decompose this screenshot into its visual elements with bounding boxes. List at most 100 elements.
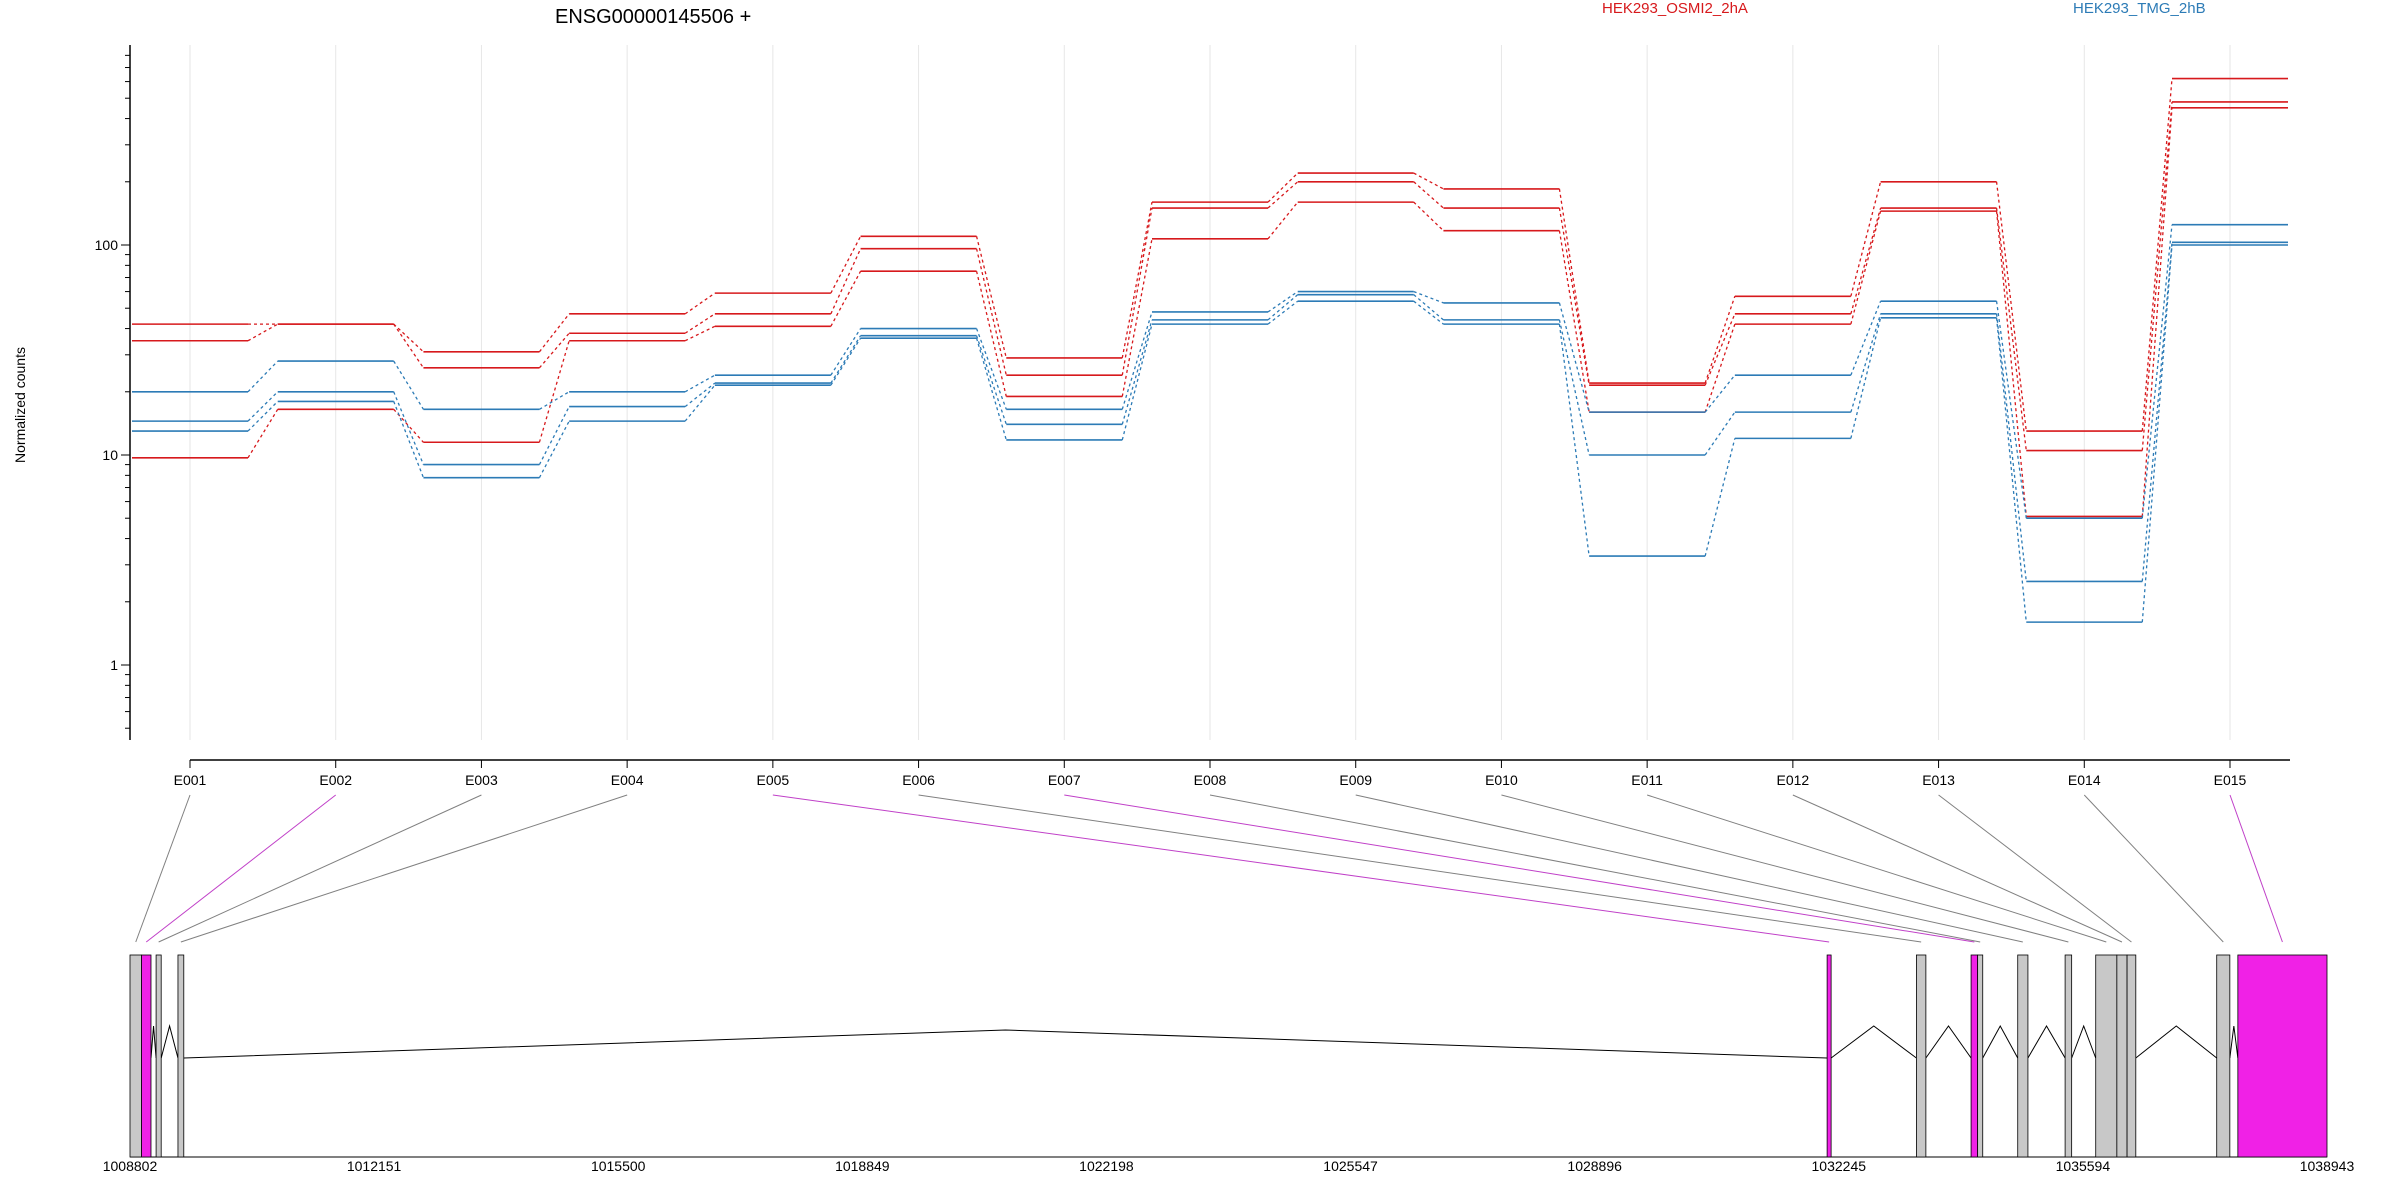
transition-segment [1704,313,1736,386]
transition-segment [975,328,1007,410]
x-tick-label: E012 [1777,772,1810,788]
coordinate-label: 1022198 [1079,1158,1134,1174]
transition-segment [1267,294,1299,321]
y-tick-label: 10 [102,447,118,463]
transition-segment [393,391,425,465]
transition-segment [1267,172,1299,203]
transition-segment [1995,211,2027,517]
transition-segment [2141,101,2173,451]
transition-segment [1121,238,1153,397]
coordinate-label: 1032245 [1812,1158,1867,1174]
transition-segment [1704,411,1736,456]
transition-segment [1704,438,1736,557]
exon-connector [1646,794,2107,943]
transition-segment [247,360,279,393]
transition-segment [1558,319,1590,456]
transition-segment [1121,319,1153,425]
transition-segment [830,328,862,376]
transition-segment [1121,311,1153,410]
y-tick-label: 100 [95,237,119,253]
intron-line [2027,1025,2066,1059]
transition-segment [538,420,570,478]
exon-connector [135,794,191,943]
transition-segment [1121,202,1153,359]
exon-block [2116,954,2128,1158]
exon-connector [1501,794,2069,943]
series-line [132,244,2288,623]
exon-connectors [135,794,2283,943]
intron-line [1982,1024,2019,1059]
exon-connector [145,794,337,943]
x-tick-label: E006 [902,772,935,788]
exon-block [1977,954,1984,1158]
transition-segment [1267,201,1299,240]
exon-connector [1209,794,1981,943]
transition-segment [393,323,424,369]
transition-segment [538,406,570,465]
transition-segment [1995,301,2027,519]
x-tick-label: E003 [465,772,498,788]
intron-line [1925,1025,1972,1059]
series-line [132,223,2288,520]
transition-segment [2141,242,2173,582]
transition-segment [1558,188,1590,384]
chart-title: ENSG00000145506 + [555,6,751,28]
transition-segment [1267,300,1299,325]
transition-segment [1413,181,1444,209]
exon-block [2095,954,2118,1158]
coordinate-label: 1038943 [2300,1158,2355,1174]
transition-segment [393,323,424,353]
transition-segment [393,360,424,410]
x-tick-label: E001 [174,772,207,788]
transition-segment [538,332,570,369]
intron-line [150,1025,157,1059]
exon-connector [1064,794,1975,943]
transition-segment [1413,294,1444,321]
transition-segment [975,337,1007,441]
transition-segment [1558,302,1590,413]
series-lines [132,77,2288,623]
transition-segment [830,335,862,384]
x-tick-label: E007 [1048,772,1081,788]
transition-segment [2141,107,2173,517]
x-tick-label: E014 [2068,772,2101,788]
transition-segment [393,401,425,478]
intron-line [2071,1024,2097,1059]
exon-block [1916,954,1927,1158]
transition-segment [538,313,570,353]
transition-segment [1267,181,1299,209]
exon-block [155,954,162,1158]
exon-block [177,954,185,1158]
coordinate-label: 1012151 [347,1158,402,1174]
transition-segment [1850,300,1882,376]
transition-segment [1267,291,1299,313]
x-tick-label: E008 [1194,772,1227,788]
transition-segment [1121,207,1153,376]
transition-segment [684,384,716,422]
y-tick-label: 1 [110,657,118,673]
exon-connector [180,794,628,943]
transition-segment [830,337,862,386]
transition-segment [1995,313,2027,582]
x-tick-label: E002 [319,772,352,788]
transition-segment [975,271,1007,397]
exon-block [1826,954,1832,1158]
transition-segment [2141,244,2173,623]
intron-line [2229,1025,2239,1059]
exon-connector [2229,794,2283,943]
transition-segment [684,313,716,334]
axes: 1 10 100 E001 E002 E003 E004 E005 E006 E007 E008 E0… [95,45,2290,788]
transition-segment [830,270,862,327]
exon-block [2064,954,2073,1158]
exon-block [2126,954,2137,1158]
transition-segment [684,374,716,393]
transition-segment [975,248,1007,376]
transition-segment [1413,300,1444,325]
transition-segment [1995,317,2027,623]
transition-segment [538,340,570,443]
exon-block [2216,954,2231,1158]
x-tick-label: E011 [1631,772,1663,788]
transition-segment [1850,313,1882,413]
transition-segment [2141,78,2173,432]
exon-block [1970,954,1979,1158]
